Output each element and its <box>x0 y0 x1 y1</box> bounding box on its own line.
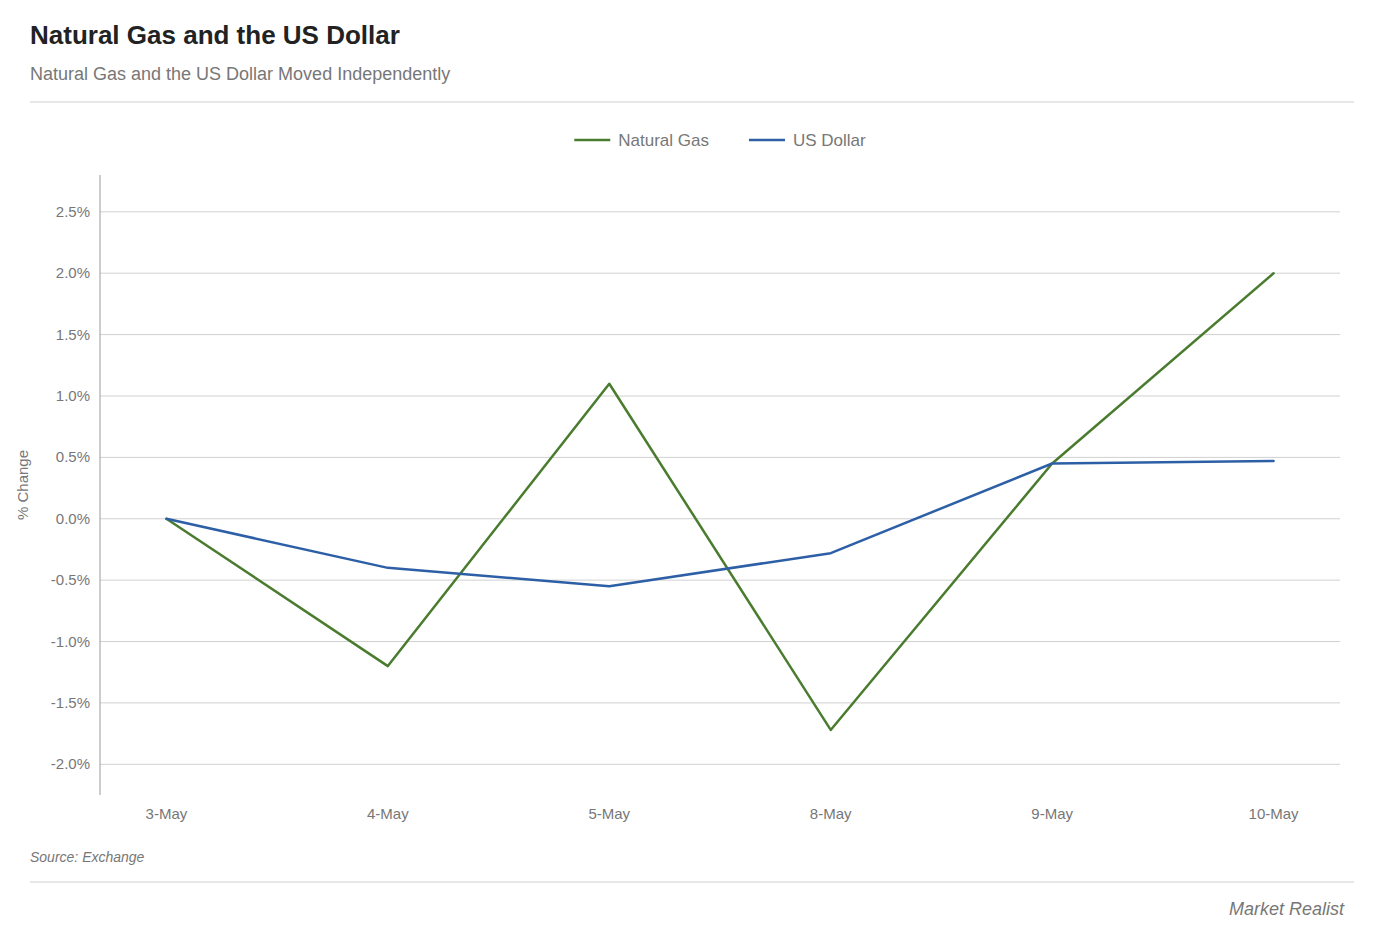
grid-line <box>100 641 1340 642</box>
plot-area <box>166 273 1273 730</box>
y-tick-label: -0.5% <box>51 571 90 588</box>
y-tick-label: -2.0% <box>51 755 90 772</box>
grid-line <box>100 518 1340 519</box>
title: Natural Gas and the US Dollar <box>30 20 400 50</box>
grid-line <box>100 580 1340 581</box>
legend-label: Natural Gas <box>618 131 709 150</box>
y-tick-label: 2.0% <box>56 264 90 281</box>
x-tick-label: 5-May <box>588 805 630 822</box>
legend: Natural Gas US Dollar <box>574 131 866 150</box>
separator <box>30 881 1354 882</box>
legend-swatch <box>749 139 785 142</box>
grid-line <box>100 702 1340 703</box>
source-note: Source: Exchange <box>30 849 145 865</box>
y-tick-label: 0.5% <box>56 448 90 465</box>
subtitle: Natural Gas and the US Dollar Moved Inde… <box>30 64 450 84</box>
x-tick-label: 3-May <box>146 805 188 822</box>
x-tick-label: 10-May <box>1249 805 1300 822</box>
y-tick-label: 2.5% <box>56 203 90 220</box>
y-tick-label: 1.5% <box>56 326 90 343</box>
grid-line <box>100 273 1340 274</box>
series-line <box>166 273 1273 730</box>
grid-line <box>100 211 1340 212</box>
y-axis-line <box>100 175 101 795</box>
y-tick-label: -1.0% <box>51 633 90 650</box>
grid-line <box>100 764 1340 765</box>
grid-line <box>100 334 1340 335</box>
chart: Natural Gas and the US Dollar Natural Gas… <box>0 0 1384 941</box>
grid-line <box>100 395 1340 396</box>
y-axis-label: % Change <box>14 450 31 520</box>
y-tick-label: 0.0% <box>56 510 90 527</box>
x-tick-label: 8-May <box>810 805 852 822</box>
y-tick-label: -1.5% <box>51 694 90 711</box>
x-tick-label: 9-May <box>1031 805 1073 822</box>
legend-label: US Dollar <box>793 131 866 150</box>
x-tick-label: 4-May <box>367 805 409 822</box>
y-tick-label: 1.0% <box>56 387 90 404</box>
separator <box>30 101 1354 102</box>
legend-swatch <box>574 139 610 142</box>
series-line <box>166 461 1273 586</box>
grid-line <box>100 457 1340 458</box>
watermark: Market Realist <box>1229 899 1345 919</box>
